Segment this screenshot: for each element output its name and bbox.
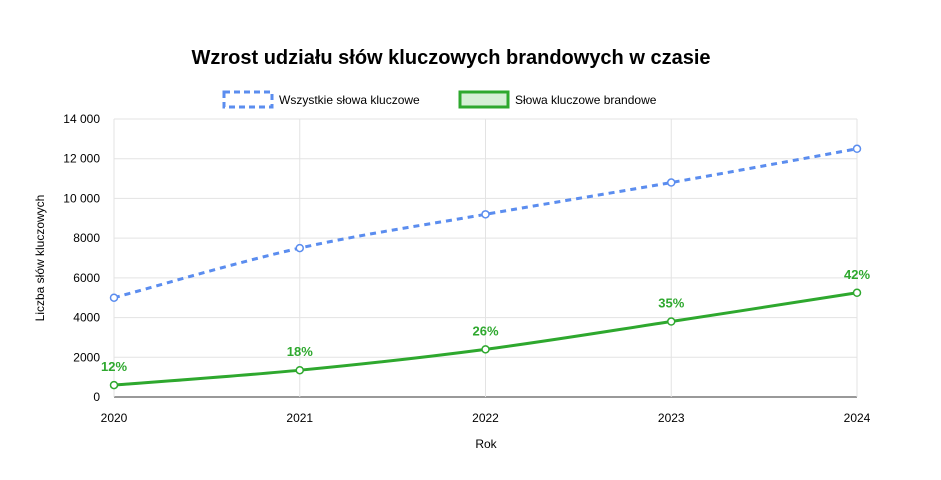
x-tick-label: 2020 — [101, 411, 128, 425]
series-1-point — [109, 380, 119, 390]
y-axis-ticks: 0 2000 4000 6000 8000 10 000 12 000 14 000 — [63, 112, 100, 404]
series-1-point — [852, 288, 862, 297]
data-label: 18% — [287, 344, 313, 359]
y-tick-label: 0 — [93, 390, 100, 404]
series-0-point — [481, 210, 490, 219]
x-tick-label: 2022 — [472, 411, 499, 425]
x-tick-label: 2021 — [286, 411, 313, 425]
x-axis-label: Rok — [475, 437, 497, 451]
x-tick-label: 2024 — [844, 411, 871, 425]
data-label: 12% — [101, 359, 127, 374]
y-tick-label: 4000 — [73, 311, 100, 325]
x-tick-label: 2023 — [658, 411, 685, 425]
series-0-point — [109, 293, 119, 302]
data-label: 35% — [658, 296, 684, 311]
y-tick-label: 8000 — [73, 231, 100, 245]
legend-label-all-keywords: Wszystkie słowa kluczowe — [279, 93, 420, 107]
legend: Wszystkie słowa kluczowe Słowa kluczowe … — [222, 90, 657, 109]
series-1-point — [295, 365, 304, 375]
x-axis-ticks: 2020 2021 2022 2023 2024 — [101, 411, 871, 425]
legend-label-brand-keywords: Słowa kluczowe brandowe — [515, 93, 657, 107]
y-tick-label: 14 000 — [63, 112, 100, 126]
series-0-point — [852, 144, 862, 154]
data-label: 26% — [472, 323, 498, 338]
data-label: 42% — [844, 267, 870, 282]
series-1-point — [667, 317, 676, 326]
gridlines — [113, 118, 858, 398]
series-1-point — [481, 345, 490, 354]
y-tick-label: 10 000 — [63, 191, 100, 205]
series-0-point — [667, 178, 676, 187]
y-axis-label: Liczba słów kluczowych — [33, 195, 47, 322]
legend-swatch-brand-keywords — [458, 90, 510, 109]
series-layer: 12% 18% 26% 35% 42% — [101, 144, 870, 390]
series-line-0 — [113, 147, 858, 300]
series-0-point — [295, 243, 304, 253]
y-tick-label: 12 000 — [63, 152, 100, 166]
legend-swatch-all-keywords — [222, 90, 274, 109]
y-tick-label: 6000 — [73, 271, 100, 285]
chart-title: Wzrost udziału słów kluczowych brandowyc… — [192, 47, 711, 69]
y-tick-label: 2000 — [73, 350, 100, 364]
